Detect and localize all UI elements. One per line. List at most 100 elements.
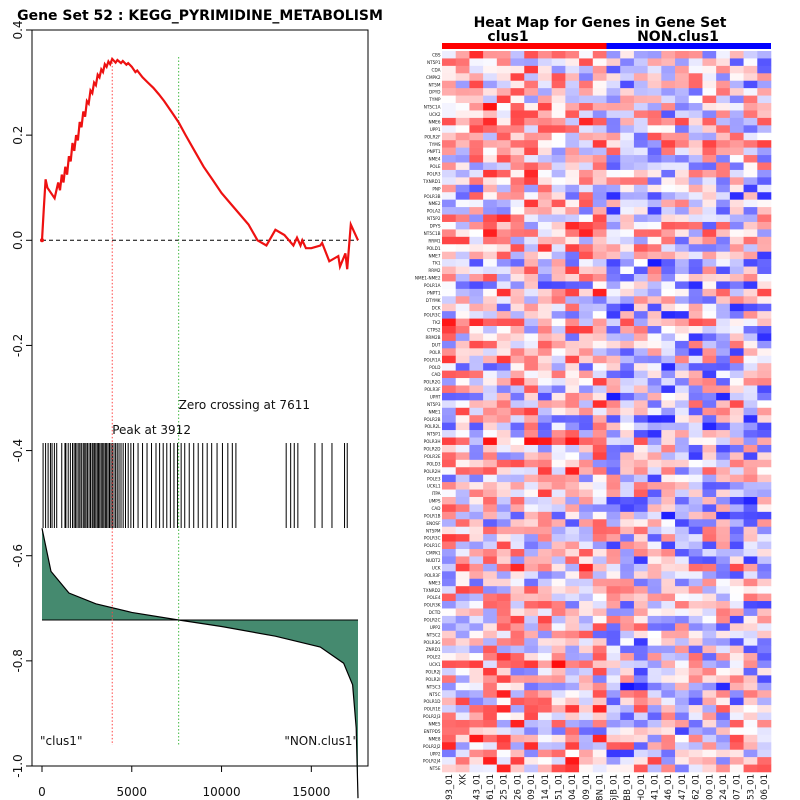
heatmap-cell bbox=[757, 511, 772, 520]
heatmap-cell bbox=[702, 549, 717, 557]
heatmap-cell bbox=[716, 177, 731, 186]
heatmap-cell bbox=[633, 437, 648, 446]
heatmap-cell bbox=[565, 534, 580, 542]
heatmap-cell bbox=[633, 519, 648, 528]
heatmap-cell bbox=[620, 749, 635, 758]
heatmap-cell bbox=[483, 764, 498, 773]
heatmap-cell bbox=[592, 697, 607, 706]
heatmap-cell bbox=[455, 742, 470, 750]
heatmap-cell bbox=[565, 653, 580, 661]
heatmap-cell bbox=[688, 437, 703, 446]
heatmap-cell bbox=[442, 296, 457, 305]
heatmap-cell bbox=[716, 378, 731, 386]
heatmap-cell bbox=[496, 415, 511, 423]
heatmap-cell bbox=[455, 541, 470, 550]
heatmap-cell bbox=[620, 318, 635, 327]
heatmap-cell bbox=[551, 385, 566, 394]
heatmap-cell bbox=[716, 593, 731, 602]
heatmap-cell bbox=[606, 214, 621, 223]
heatmap-cell bbox=[510, 697, 525, 706]
heatmap-cell bbox=[606, 705, 621, 713]
heatmap-cell bbox=[510, 370, 525, 379]
heatmap-cell bbox=[729, 385, 744, 394]
heatmap-cell bbox=[675, 65, 690, 74]
heatmap-cell bbox=[510, 601, 525, 609]
heatmap-cell bbox=[606, 155, 621, 163]
heatmap-cell bbox=[496, 764, 511, 773]
heatmap-cell bbox=[442, 578, 457, 587]
heatmap-cell bbox=[743, 214, 758, 223]
heatmap-cell bbox=[551, 511, 566, 520]
heatmap-cell bbox=[579, 392, 594, 401]
heatmap-cell bbox=[647, 407, 662, 416]
heatmap-cell bbox=[729, 103, 744, 111]
heatmap-cell bbox=[483, 601, 498, 609]
heatmap-cell bbox=[688, 474, 703, 483]
heatmap-cell bbox=[620, 571, 635, 580]
heatmap-cell bbox=[496, 719, 511, 728]
heatmap-cell bbox=[510, 444, 525, 453]
sample-label: 004_01 bbox=[568, 774, 578, 800]
heatmap-cell bbox=[633, 140, 648, 148]
heatmap-cell bbox=[455, 266, 470, 275]
heatmap-cell bbox=[551, 117, 566, 126]
sample-label: 046_01 bbox=[664, 774, 674, 800]
heatmap-cell bbox=[743, 192, 758, 200]
heatmap-cell bbox=[716, 303, 731, 312]
heatmap-cell bbox=[442, 757, 457, 765]
heatmap-cell bbox=[729, 184, 744, 193]
heatmap-cell bbox=[688, 103, 703, 111]
heatmap-cell bbox=[469, 474, 484, 483]
heatmap-cell bbox=[757, 534, 772, 542]
heatmap-cell bbox=[729, 705, 744, 713]
heatmap-cell bbox=[592, 712, 607, 721]
heatmap-cell bbox=[579, 273, 594, 282]
heatmap-cell bbox=[620, 363, 635, 371]
heatmap-cell bbox=[455, 511, 470, 520]
heatmap-cell bbox=[757, 407, 772, 416]
heatmap-cell bbox=[675, 623, 690, 632]
heatmap-cell bbox=[469, 65, 484, 74]
heatmap-cell bbox=[729, 221, 744, 230]
heatmap-cell bbox=[729, 556, 744, 565]
heatmap-cell bbox=[524, 65, 539, 74]
heatmap-cell bbox=[661, 162, 676, 171]
heatmap-cell bbox=[483, 266, 498, 275]
heatmap-cell bbox=[496, 125, 511, 134]
heatmap-cell bbox=[442, 734, 457, 743]
heatmap-cell bbox=[469, 169, 484, 178]
heatmap-cell bbox=[524, 236, 539, 245]
heatmap-cell bbox=[729, 615, 744, 624]
heatmap-cell bbox=[647, 653, 662, 661]
heatmap-cell bbox=[469, 370, 484, 379]
gene-label: POLE4 bbox=[427, 595, 441, 600]
heatmap-cell bbox=[647, 601, 662, 609]
heatmap-cell bbox=[455, 73, 470, 82]
heatmap-cell bbox=[729, 288, 744, 297]
heatmap-cell bbox=[592, 489, 607, 498]
heatmap-cell bbox=[510, 326, 525, 334]
heatmap-cell bbox=[551, 489, 566, 498]
heatmap-cell bbox=[633, 675, 648, 684]
heatmap-cell bbox=[757, 526, 772, 535]
heatmap-cell bbox=[579, 214, 594, 223]
heatmap-cell bbox=[592, 333, 607, 342]
heatmap-cell bbox=[757, 199, 772, 208]
heatmap-cell bbox=[524, 459, 539, 468]
heatmap-cell bbox=[647, 110, 662, 119]
heatmap-cell bbox=[702, 378, 717, 386]
heatmap-cell bbox=[729, 207, 744, 215]
heatmap-cell bbox=[661, 147, 676, 156]
heatmap-cell bbox=[716, 682, 731, 691]
heatmap-cell bbox=[579, 675, 594, 684]
heatmap-cell bbox=[702, 110, 717, 119]
heatmap-cell bbox=[537, 385, 552, 394]
heatmap-cell bbox=[469, 437, 484, 446]
heatmap-cell bbox=[455, 400, 470, 409]
heatmap-cell bbox=[633, 244, 648, 252]
heatmap-cell bbox=[579, 482, 594, 490]
heatmap-cell bbox=[524, 296, 539, 305]
heatmap-cell bbox=[729, 348, 744, 357]
heatmap-cell bbox=[579, 259, 594, 267]
heatmap-cell bbox=[551, 541, 566, 550]
